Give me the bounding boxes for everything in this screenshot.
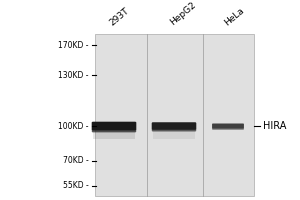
- Text: 293T: 293T: [108, 6, 131, 27]
- FancyBboxPatch shape: [212, 123, 244, 130]
- Text: HeLa: HeLa: [222, 6, 245, 27]
- Text: HepG2: HepG2: [168, 1, 198, 27]
- Text: 100KD -: 100KD -: [58, 122, 88, 131]
- FancyBboxPatch shape: [153, 130, 195, 139]
- FancyBboxPatch shape: [152, 122, 196, 131]
- FancyBboxPatch shape: [94, 34, 254, 196]
- Text: 170KD -: 170KD -: [58, 41, 88, 50]
- FancyBboxPatch shape: [212, 124, 244, 129]
- Text: 130KD -: 130KD -: [58, 71, 88, 80]
- FancyBboxPatch shape: [93, 130, 135, 139]
- FancyBboxPatch shape: [92, 122, 136, 130]
- Text: 70KD -: 70KD -: [63, 156, 88, 165]
- Text: 55KD -: 55KD -: [63, 181, 88, 190]
- FancyBboxPatch shape: [152, 122, 196, 130]
- Text: HIRA: HIRA: [262, 121, 286, 131]
- FancyBboxPatch shape: [92, 122, 136, 132]
